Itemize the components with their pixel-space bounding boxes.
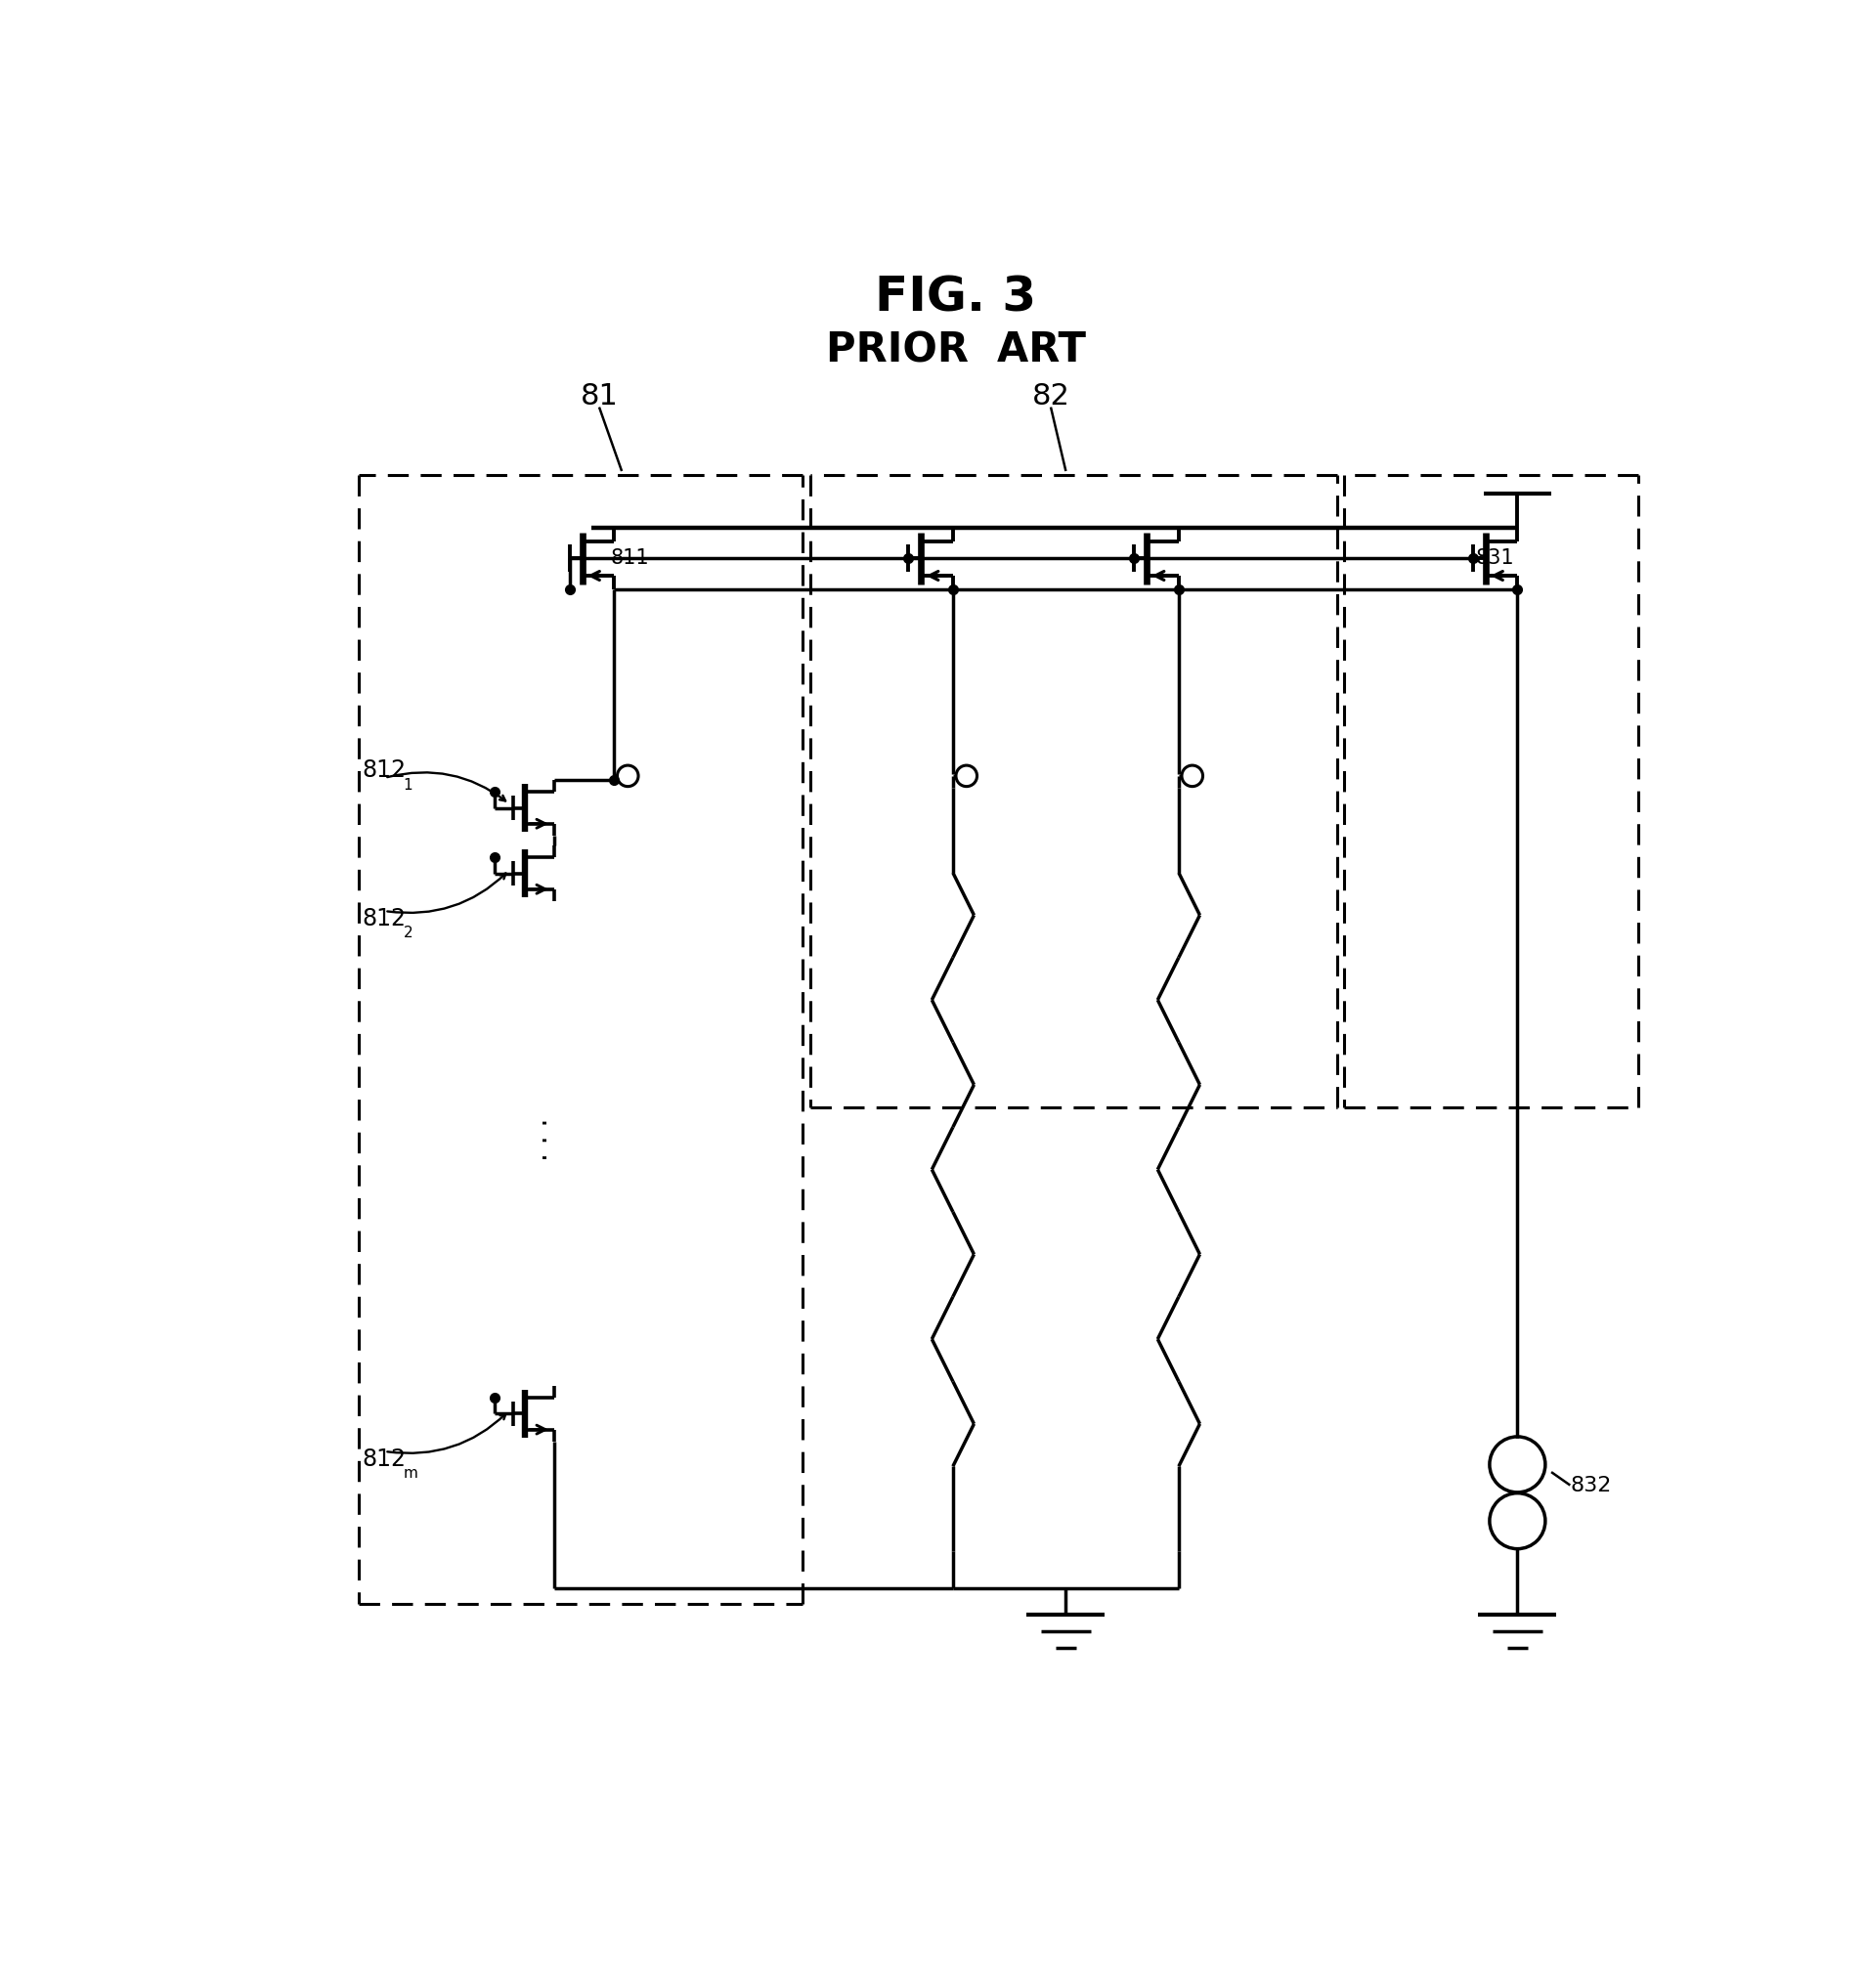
Text: 831: 831 xyxy=(1476,549,1515,569)
Text: 832: 832 xyxy=(1569,1475,1612,1495)
Text: 82: 82 xyxy=(1032,382,1069,410)
Text: 811: 811 xyxy=(610,549,649,569)
Text: 81: 81 xyxy=(580,382,618,410)
Text: 812: 812 xyxy=(362,1447,407,1471)
Text: 812: 812 xyxy=(362,907,407,930)
Text: 2: 2 xyxy=(403,926,412,940)
Text: 1: 1 xyxy=(403,777,412,793)
Text: m: m xyxy=(403,1467,418,1481)
Text: PRIOR  ART: PRIOR ART xyxy=(827,330,1086,372)
Text: 812: 812 xyxy=(362,759,407,781)
Text: FIG. 3: FIG. 3 xyxy=(875,274,1037,322)
Text: . . .: . . . xyxy=(526,1117,552,1161)
